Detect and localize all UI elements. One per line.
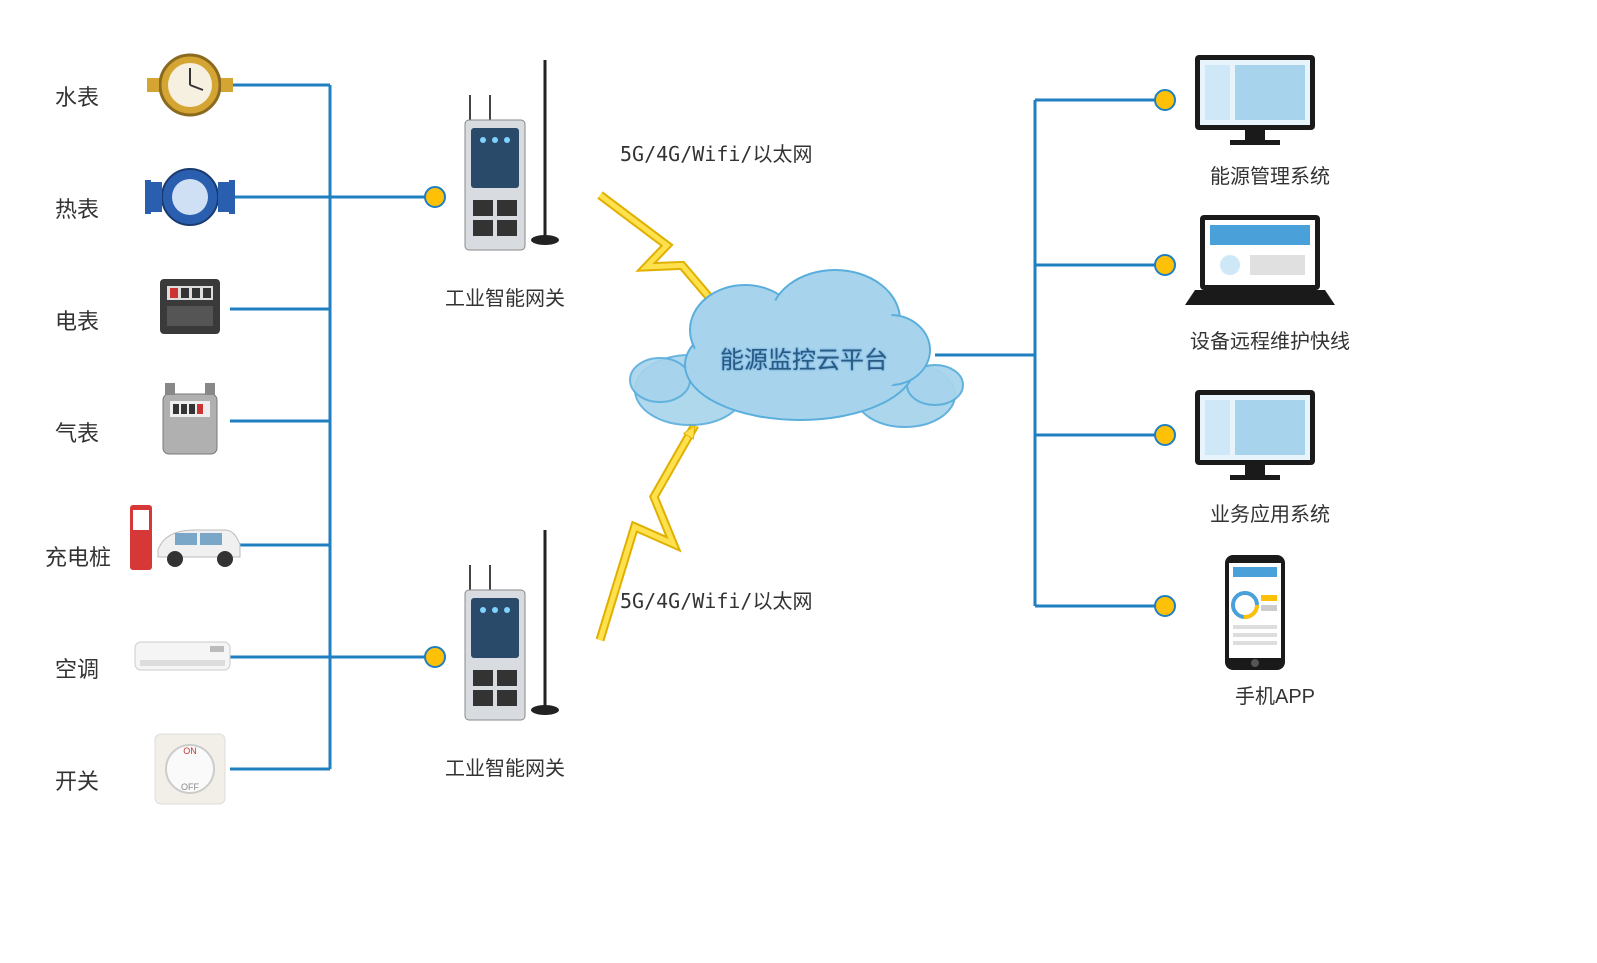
client-dot-ems	[1155, 90, 1175, 110]
gateway-bottom-label: 工业智能网关	[445, 752, 565, 781]
ems-icon	[1195, 55, 1315, 145]
switch-label: 开关	[55, 764, 99, 796]
mobile-label: 手机APP	[1235, 680, 1315, 709]
electric-meter-label: 电表	[55, 304, 99, 336]
heat-meter-label: 热表	[55, 192, 99, 224]
water-meter-icon	[147, 55, 233, 115]
air-con-label: 空调	[55, 652, 99, 684]
air-con-icon	[135, 642, 230, 670]
gateway-top-icon	[465, 60, 559, 250]
charging-pile-icon	[130, 505, 240, 570]
switch-icon: ON OFF	[155, 734, 225, 804]
gateway-top-label: 工业智能网关	[445, 282, 565, 311]
svg-text:ON: ON	[183, 746, 197, 756]
bizapp-icon	[1195, 390, 1315, 480]
gateway-dot-gateway-bottom	[425, 647, 445, 667]
cloud-label: 能源监控云平台	[720, 340, 888, 375]
heat-meter-icon	[145, 169, 235, 225]
mobile-icon	[1225, 555, 1285, 670]
gas-meter-icon	[163, 383, 217, 454]
client-dot-mobile	[1155, 596, 1175, 616]
gateway-bottom-icon	[465, 530, 559, 720]
svg-text:OFF: OFF	[181, 782, 199, 792]
client-dot-bizapp	[1155, 425, 1175, 445]
conn-top-label: 5G/4G/Wifi/以太网	[620, 138, 812, 167]
bizapp-label: 业务应用系统	[1210, 498, 1330, 527]
ems-label: 能源管理系统	[1210, 160, 1330, 189]
gateway-dot-gateway-top	[425, 187, 445, 207]
conn-bottom-label: 5G/4G/Wifi/以太网	[620, 585, 812, 614]
water-meter-label: 水表	[55, 80, 99, 112]
charging-pile-label: 充电桩	[45, 540, 111, 572]
remote-label: 设备远程维护快线	[1190, 325, 1350, 354]
client-dot-remote	[1155, 255, 1175, 275]
electric-meter-icon	[160, 279, 220, 334]
remote-icon	[1185, 215, 1335, 305]
gas-meter-label: 气表	[55, 416, 99, 448]
